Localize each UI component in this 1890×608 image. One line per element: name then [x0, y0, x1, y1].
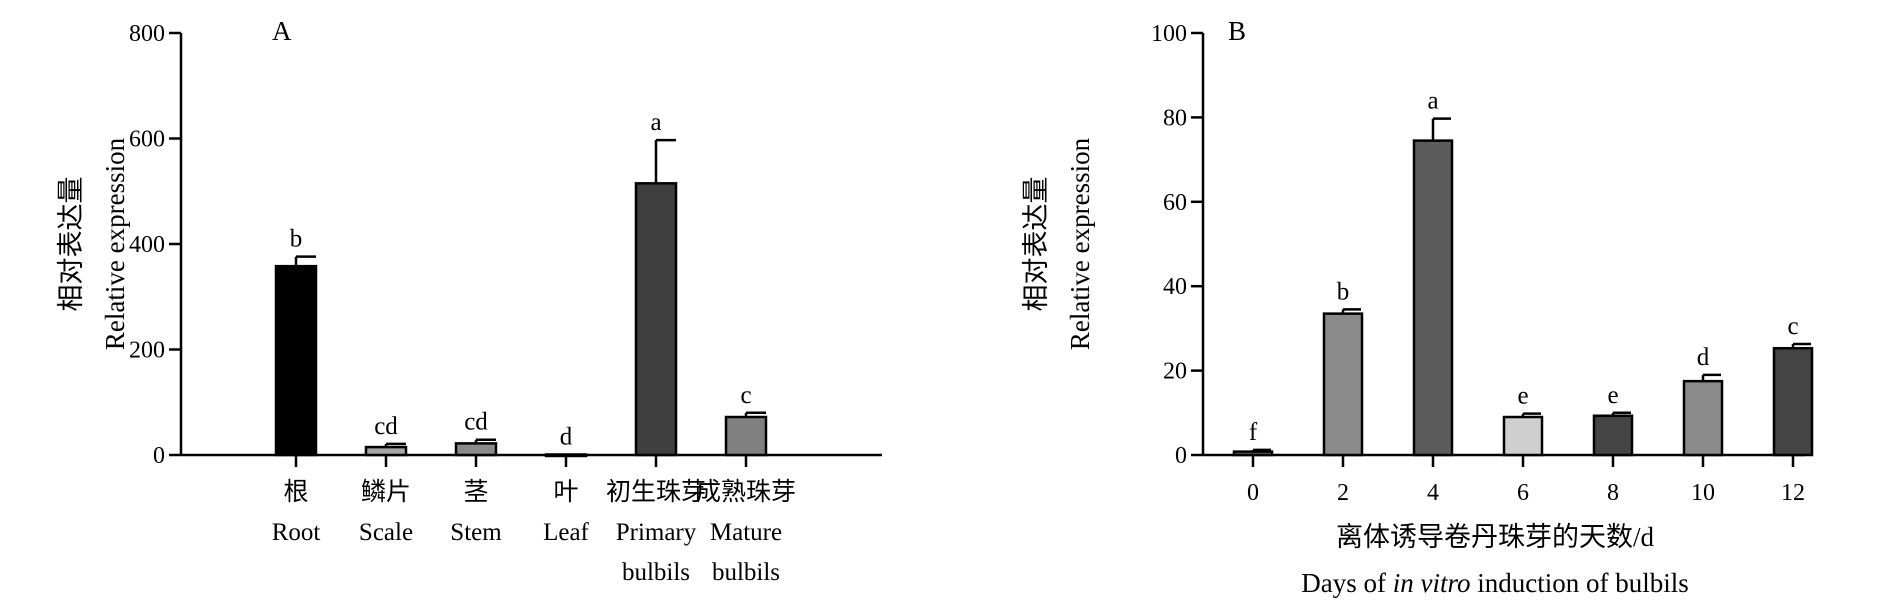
- x-tick-label-en: Root: [272, 519, 321, 546]
- significance-label: d: [560, 423, 573, 450]
- bar: [1502, 415, 1544, 457]
- panel-label: B: [1228, 16, 1246, 46]
- x-tick-label-cn: 茎: [463, 478, 488, 506]
- bar: [1682, 379, 1724, 457]
- bar: [724, 415, 768, 457]
- x-tick-label-en: Leaf: [543, 519, 589, 546]
- x-tick-label-cn: 成熟珠芽: [696, 478, 796, 506]
- x-tick-label: 8: [1607, 480, 1619, 506]
- y-tick-label: 60: [1163, 190, 1187, 216]
- x-tick-label-en: Stem: [450, 519, 502, 546]
- x-tick-label: 2: [1337, 480, 1349, 506]
- y-axis-title-cn: 相对表达量: [56, 177, 86, 312]
- x-tick-label-cn: 根: [283, 478, 308, 506]
- significance-label: f: [1249, 419, 1258, 446]
- x-tick-label-en-line2: bulbils: [622, 559, 690, 586]
- y-axis-title: Relative expression: [100, 137, 130, 350]
- y-axis-title: Relative expression: [1065, 137, 1095, 350]
- bar: [1772, 346, 1814, 457]
- significance-label: cd: [374, 413, 398, 440]
- y-tick-label: 20: [1163, 359, 1187, 385]
- bar: [634, 182, 678, 457]
- panel-a: 0 200 400 600 800 相对表达量 Relative expression Ab 根…: [56, 16, 882, 586]
- x-tick-label: 6: [1517, 480, 1529, 506]
- y-tick-label: 0: [153, 443, 165, 469]
- x-tick-label: 10: [1691, 480, 1715, 506]
- significance-label: e: [1607, 382, 1618, 409]
- x-axis-title: Days of in vitro induction of bulbils: [1301, 568, 1688, 598]
- significance-label: a: [1427, 88, 1438, 115]
- significance-label: b: [290, 226, 303, 253]
- y-tick-label: 400: [129, 232, 165, 258]
- panel-label: A: [272, 16, 292, 46]
- x-tick-label-en: Scale: [359, 519, 413, 546]
- y-tick-label: 600: [129, 127, 165, 153]
- significance-label: cd: [464, 409, 488, 436]
- significance-label: c: [740, 382, 751, 409]
- x-axis-title-cn: 离体诱导卷丹珠芽的天数/d: [1336, 522, 1655, 552]
- bar: [1322, 312, 1364, 457]
- x-tick-label-en-line2: bulbils: [712, 559, 780, 586]
- significance-label: e: [1517, 383, 1528, 410]
- y-tick-label: 100: [1151, 21, 1187, 47]
- bar: [1412, 139, 1454, 457]
- significance-label: a: [650, 109, 661, 136]
- bar: [1232, 450, 1274, 457]
- significance-label: b: [1337, 278, 1350, 305]
- x-tick-label: 0: [1247, 480, 1259, 506]
- x-tick-label-cn: 叶: [553, 479, 578, 506]
- x-tick-label-en: Mature: [710, 519, 782, 546]
- significance-label: d: [1697, 344, 1710, 371]
- y-tick-label: 200: [129, 338, 165, 364]
- bar: [454, 442, 498, 457]
- x-tick-label-cn: 初生珠芽: [606, 478, 706, 506]
- y-tick-label: 0: [1175, 443, 1187, 469]
- y-axis-title-cn: 相对表达量: [1021, 177, 1051, 312]
- x-tick-label: 4: [1427, 480, 1439, 506]
- bar: [1592, 414, 1634, 457]
- y-tick-label: 80: [1163, 105, 1187, 131]
- panel-b: 0 20 40 60 80 100 相对表达量 Relative expression Bf 0 b…: [1021, 16, 1814, 598]
- x-tick-label: 12: [1781, 480, 1805, 506]
- bar: [274, 264, 318, 457]
- bar: [364, 445, 408, 457]
- significance-label: c: [1787, 313, 1798, 340]
- x-tick-label-en: Primary: [616, 519, 697, 546]
- x-tick-label-cn: 鳞片: [361, 478, 411, 506]
- y-tick-label: 800: [129, 21, 165, 47]
- y-tick-label: 40: [1163, 274, 1187, 300]
